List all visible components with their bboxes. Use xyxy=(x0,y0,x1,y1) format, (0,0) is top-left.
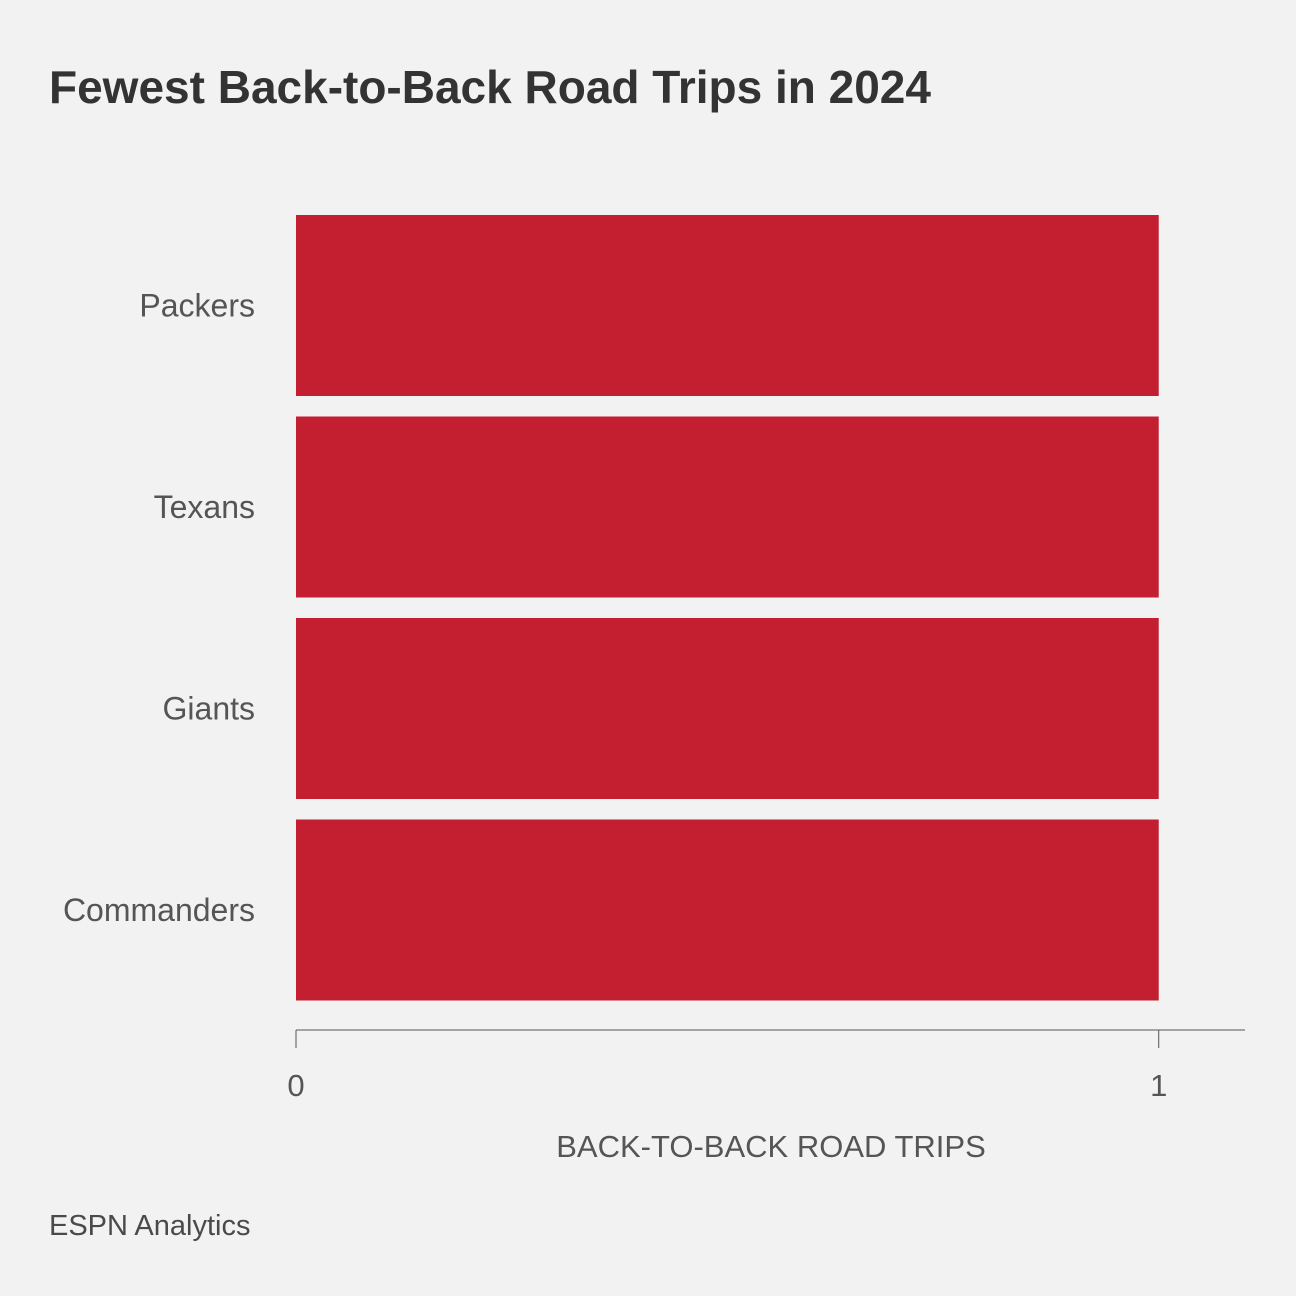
category-label: Giants xyxy=(163,691,255,727)
x-tick-label: 1 xyxy=(1150,1068,1167,1103)
bar-commanders xyxy=(296,819,1159,1001)
x-tick-label: 0 xyxy=(287,1068,304,1103)
category-label: Texans xyxy=(154,489,255,525)
bars-group xyxy=(296,215,1159,1001)
bar-packers xyxy=(296,215,1159,396)
x-axis-title: BACK-TO-BACK ROAD TRIPS xyxy=(556,1129,986,1164)
source-credit: ESPN Analytics xyxy=(49,1210,251,1242)
category-labels-group: Packers Texans Giants Commanders xyxy=(63,288,255,929)
category-label: Commanders xyxy=(63,892,255,928)
bar-texans xyxy=(296,416,1159,598)
category-label: Packers xyxy=(139,288,255,324)
bar-giants xyxy=(296,618,1159,799)
chart-title: Fewest Back-to-Back Road Trips in 2024 xyxy=(49,61,931,113)
